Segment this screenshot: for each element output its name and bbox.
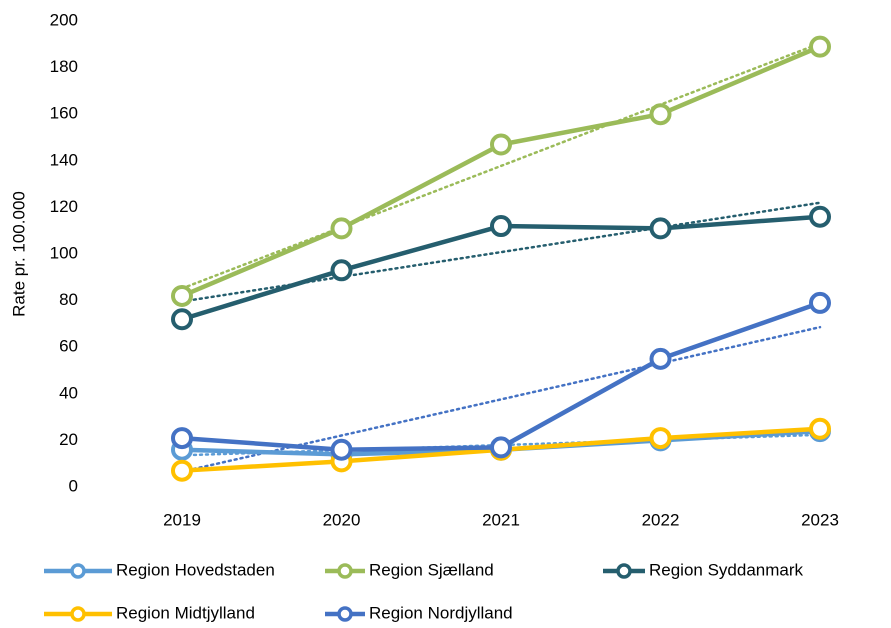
point-marker (809, 35, 831, 58)
point-marker (171, 308, 193, 331)
x-tick-label: 2022 (642, 510, 680, 529)
y-tick-label: 0 (69, 476, 78, 495)
legend-label: Region Nordjylland (369, 603, 513, 622)
y-tick-label: 60 (59, 337, 78, 356)
legend-label: Region Hovedstaden (116, 560, 275, 579)
legend-marker (337, 563, 353, 579)
y-tick-label: 100 (50, 243, 78, 262)
point-marker (171, 459, 193, 482)
x-tick-label: 2023 (801, 510, 839, 529)
point-marker (809, 205, 831, 228)
y-tick-label: 140 (50, 150, 78, 169)
point-marker (809, 291, 831, 314)
point-marker (171, 284, 193, 307)
point-marker (490, 215, 512, 238)
point-marker (330, 217, 353, 240)
point-marker (490, 133, 512, 156)
point-marker (809, 417, 831, 440)
y-axis-label: Rate pr. 100.000 (9, 191, 28, 317)
legend-marker (616, 563, 632, 579)
series-line (181, 44, 821, 299)
series-line (181, 300, 821, 452)
legend-label: Region Syddanmark (649, 560, 804, 579)
trendline (180, 42, 822, 290)
point-marker (649, 427, 672, 450)
point-marker (330, 438, 353, 461)
x-tick-label: 2019 (163, 510, 201, 529)
legend-marker (70, 563, 86, 579)
legend-marker (70, 606, 86, 622)
y-tick-label: 180 (50, 57, 78, 76)
point-marker (649, 347, 672, 370)
point-marker (649, 217, 672, 240)
y-tick-label: 200 (50, 10, 78, 29)
legend-marker (337, 606, 353, 622)
point-marker (490, 436, 512, 459)
x-tick-label: 2020 (323, 510, 361, 529)
point-marker (330, 259, 353, 282)
point-marker (171, 427, 193, 450)
y-tick-label: 120 (50, 197, 78, 216)
x-tick-label: 2021 (482, 510, 520, 529)
legend-label: Region Sjælland (369, 560, 494, 579)
y-tick-label: 160 (50, 104, 78, 123)
y-tick-label: 40 (59, 383, 78, 402)
point-marker (649, 103, 672, 126)
y-tick-label: 20 (59, 430, 78, 449)
legend-label: Region Midtjylland (116, 603, 255, 622)
y-tick-label: 80 (59, 290, 78, 309)
